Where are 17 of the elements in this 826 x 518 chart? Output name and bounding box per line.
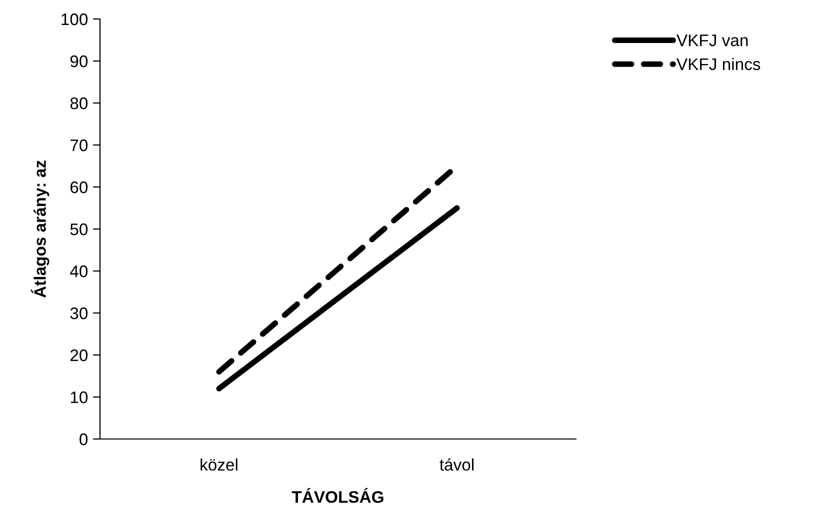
y-tick-label: 0	[80, 433, 88, 446]
y-tick-label: 70	[70, 139, 88, 152]
y-tick-label: 40	[70, 265, 88, 278]
y-tick-label: 60	[70, 181, 88, 194]
y-tick-label: 50	[70, 223, 88, 236]
x-tick-label: közel	[200, 458, 238, 471]
legend-label: VKFJ nincs	[676, 58, 760, 70]
y-tick-label: 90	[70, 55, 88, 68]
y-tick-label: 20	[70, 349, 88, 362]
x-axis-title: TÁVOLSÁG	[292, 488, 384, 503]
x-tick-label: távol	[440, 458, 474, 471]
y-tick-label: 30	[70, 307, 88, 320]
legend-label: VKFJ van	[676, 34, 748, 46]
y-tick-label: 100	[62, 13, 88, 26]
y-axis-title: Átlagos arány: az	[30, 160, 50, 298]
y-tick-label: 10	[70, 391, 88, 404]
y-tick-label: 80	[70, 97, 88, 110]
